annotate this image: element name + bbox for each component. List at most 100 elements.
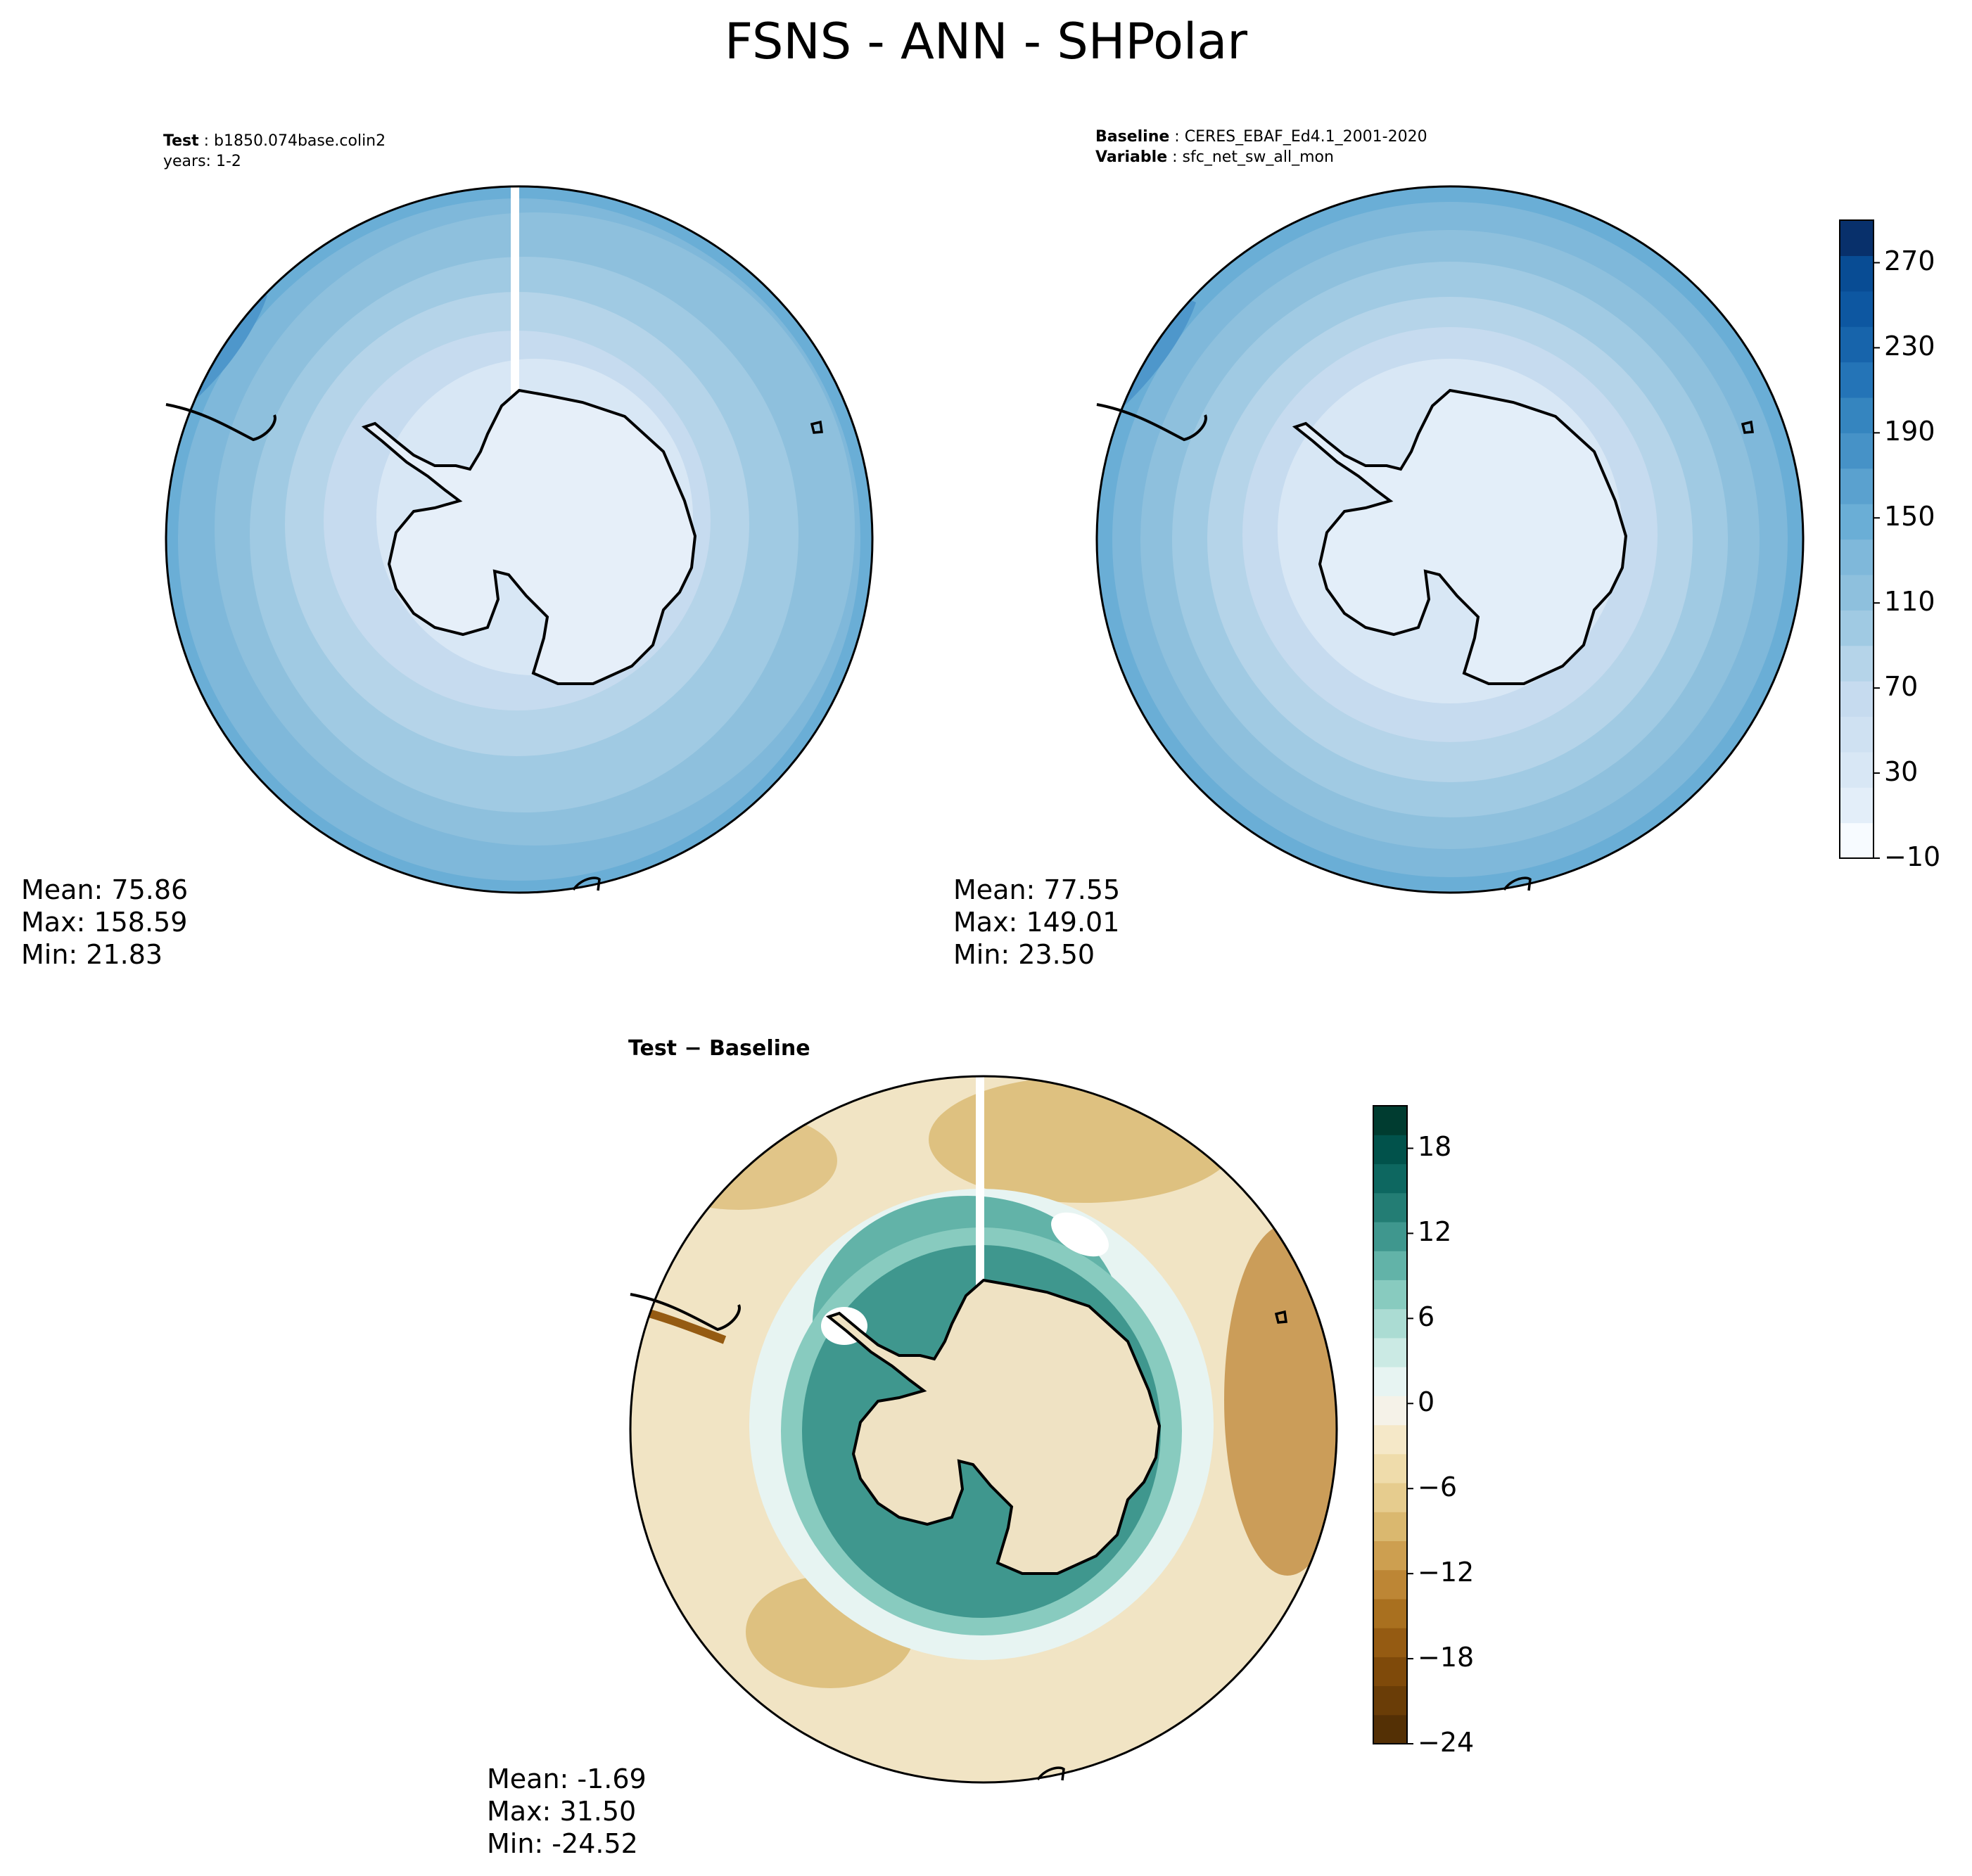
diff-island-bottom	[1036, 1766, 1065, 1781]
colorbar-main-frame	[1839, 219, 1874, 859]
colorbar-diff-segment	[1373, 1424, 1407, 1455]
test-header: Test : b1850.074base.colin2 years: 1-2	[163, 131, 386, 172]
colorbar-main-segment	[1840, 326, 1874, 363]
colorbar-diff-segment	[1373, 1308, 1407, 1339]
baseline-header-line-2: Variable : sfc_net_sw_all_mon	[1095, 148, 1334, 166]
test-max: Max: 158.59	[21, 907, 188, 938]
baseline-island-right	[1741, 420, 1754, 434]
test-header-line-1: Test : b1850.074base.colin2	[163, 132, 386, 150]
colorbar-main-segment	[1840, 468, 1874, 504]
colorbar-main-tick-label: 70	[1884, 671, 1919, 703]
colorbar-diff-segment	[1373, 1163, 1407, 1194]
test-south-america-coast	[165, 403, 276, 442]
colorbar-diff-segment	[1373, 1192, 1407, 1223]
colorbar-main-segment	[1840, 433, 1874, 469]
colorbar-diff-tick-label: −12	[1418, 1557, 1475, 1588]
colorbar-main-segment	[1840, 362, 1874, 398]
colorbar-main-segment	[1840, 716, 1874, 753]
diff-stats: Mean: -1.69 Max: 31.50 Min: -24.52	[487, 1763, 647, 1860]
baseline-map-boundary	[1095, 185, 1805, 894]
colorbar-main-segment	[1840, 397, 1874, 433]
colorbar-diff-tick-label: −18	[1418, 1642, 1475, 1673]
colorbar-main	[1839, 219, 1880, 859]
colorbar-main-segment	[1840, 574, 1874, 611]
colorbar-diff-tick-label: −24	[1418, 1727, 1475, 1758]
test-years: years: 1-2	[163, 153, 241, 170]
colorbar-diff-tick-label: 18	[1418, 1131, 1452, 1163]
baseline-label: Baseline	[1095, 128, 1170, 146]
diff-map-boundary	[629, 1075, 1338, 1784]
baseline-stats: Mean: 77.55 Max: 149.01 Min: 23.50	[953, 874, 1120, 971]
colorbar-diff-tick-label: 6	[1418, 1301, 1435, 1333]
colorbar-diff-segment	[1373, 1569, 1407, 1600]
test-stats: Mean: 75.86 Max: 158.59 Min: 21.83	[21, 874, 188, 971]
colorbar-diff-tick-label: 0	[1418, 1386, 1435, 1418]
baseline-max: Max: 149.01	[953, 907, 1120, 938]
test-island-bottom	[572, 876, 601, 891]
colorbar-diff-segment	[1373, 1280, 1407, 1310]
diff-brown-patch-right	[1224, 1224, 1337, 1576]
colorbar-diff-frame	[1373, 1105, 1408, 1744]
diff-brown-patch-top	[929, 1076, 1238, 1203]
test-min: Min: 21.83	[21, 939, 163, 970]
colorbar-main-segment	[1840, 681, 1874, 717]
baseline-min: Min: 23.50	[953, 939, 1095, 970]
colorbar-diff-segment	[1373, 1628, 1407, 1657]
colorbar-main-segment	[1840, 504, 1874, 540]
colorbar-diff-segment	[1373, 1453, 1407, 1483]
test-label: Test	[163, 132, 199, 150]
colorbar-diff-segment	[1373, 1685, 1407, 1716]
colorbar-main-segment	[1840, 539, 1874, 575]
colorbar-main-segment	[1840, 787, 1874, 824]
colorbar-diff-segment	[1373, 1135, 1407, 1165]
colorbar-main-tick-label: 190	[1884, 416, 1935, 447]
diff-south-america-coast	[630, 1293, 741, 1332]
variable-name: sfc_net_sw_all_mon	[1182, 148, 1334, 166]
test-island-right	[810, 420, 823, 434]
diff-missing-patch-1	[1051, 1212, 1109, 1257]
diff-island-right	[1274, 1310, 1287, 1324]
baseline-island-bottom	[1503, 876, 1532, 891]
diff-min: Min: -24.52	[487, 1828, 638, 1859]
colorbar-diff-segment	[1373, 1598, 1407, 1628]
colorbar-main-segment	[1840, 610, 1874, 646]
colorbar-diff-segment	[1373, 1714, 1407, 1744]
colorbar-main-tick-label: 110	[1884, 586, 1935, 618]
colorbar-diff-segment	[1373, 1396, 1407, 1426]
colorbar-main-tick-label: −10	[1884, 841, 1941, 872]
colorbar-main-tick-label: 30	[1884, 756, 1919, 788]
baseline-header-line-1: Baseline : CERES_EBAF_Ed4.1_2001-2020	[1095, 128, 1427, 146]
colorbar-main-tick-label: 270	[1884, 245, 1935, 277]
colorbar-diff-segment	[1373, 1540, 1407, 1571]
diff-brown-patch-topleft	[640, 1111, 837, 1210]
baseline-south-america-coast	[1096, 403, 1207, 442]
test-mean: Mean: 75.86	[21, 874, 189, 905]
baseline-map	[1095, 185, 1805, 894]
colorbar-diff-segment	[1373, 1367, 1407, 1396]
colorbar-main-segment	[1840, 822, 1874, 859]
baseline-mean: Mean: 77.55	[953, 874, 1121, 905]
test-case-name: b1850.074base.colin2	[214, 132, 386, 150]
colorbar-main-segment	[1840, 220, 1874, 256]
colorbar-diff-segment	[1373, 1106, 1407, 1135]
baseline-dataset-name: CERES_EBAF_Ed4.1_2001-2020	[1184, 128, 1427, 146]
colorbar-diff	[1373, 1105, 1413, 1744]
colorbar-diff-segment	[1373, 1512, 1407, 1542]
colorbar-diff-tick-label: 12	[1418, 1216, 1452, 1248]
colorbar-main-segment	[1840, 291, 1874, 327]
colorbar-diff-tick-label: −6	[1418, 1472, 1458, 1503]
colorbar-diff-segment	[1373, 1251, 1407, 1280]
diff-map	[629, 1075, 1338, 1784]
diff-title: Test − Baseline	[628, 1036, 810, 1061]
colorbar-main-segment	[1840, 255, 1874, 292]
colorbar-main-tick-label: 150	[1884, 501, 1935, 532]
variable-label: Variable	[1095, 148, 1168, 166]
colorbar-diff-segment	[1373, 1482, 1407, 1512]
colorbar-main-segment	[1840, 751, 1874, 788]
diff-mean: Mean: -1.69	[487, 1763, 647, 1794]
diff-max: Max: 31.50	[487, 1796, 637, 1827]
test-map	[165, 185, 874, 894]
colorbar-diff-segment	[1373, 1337, 1407, 1367]
